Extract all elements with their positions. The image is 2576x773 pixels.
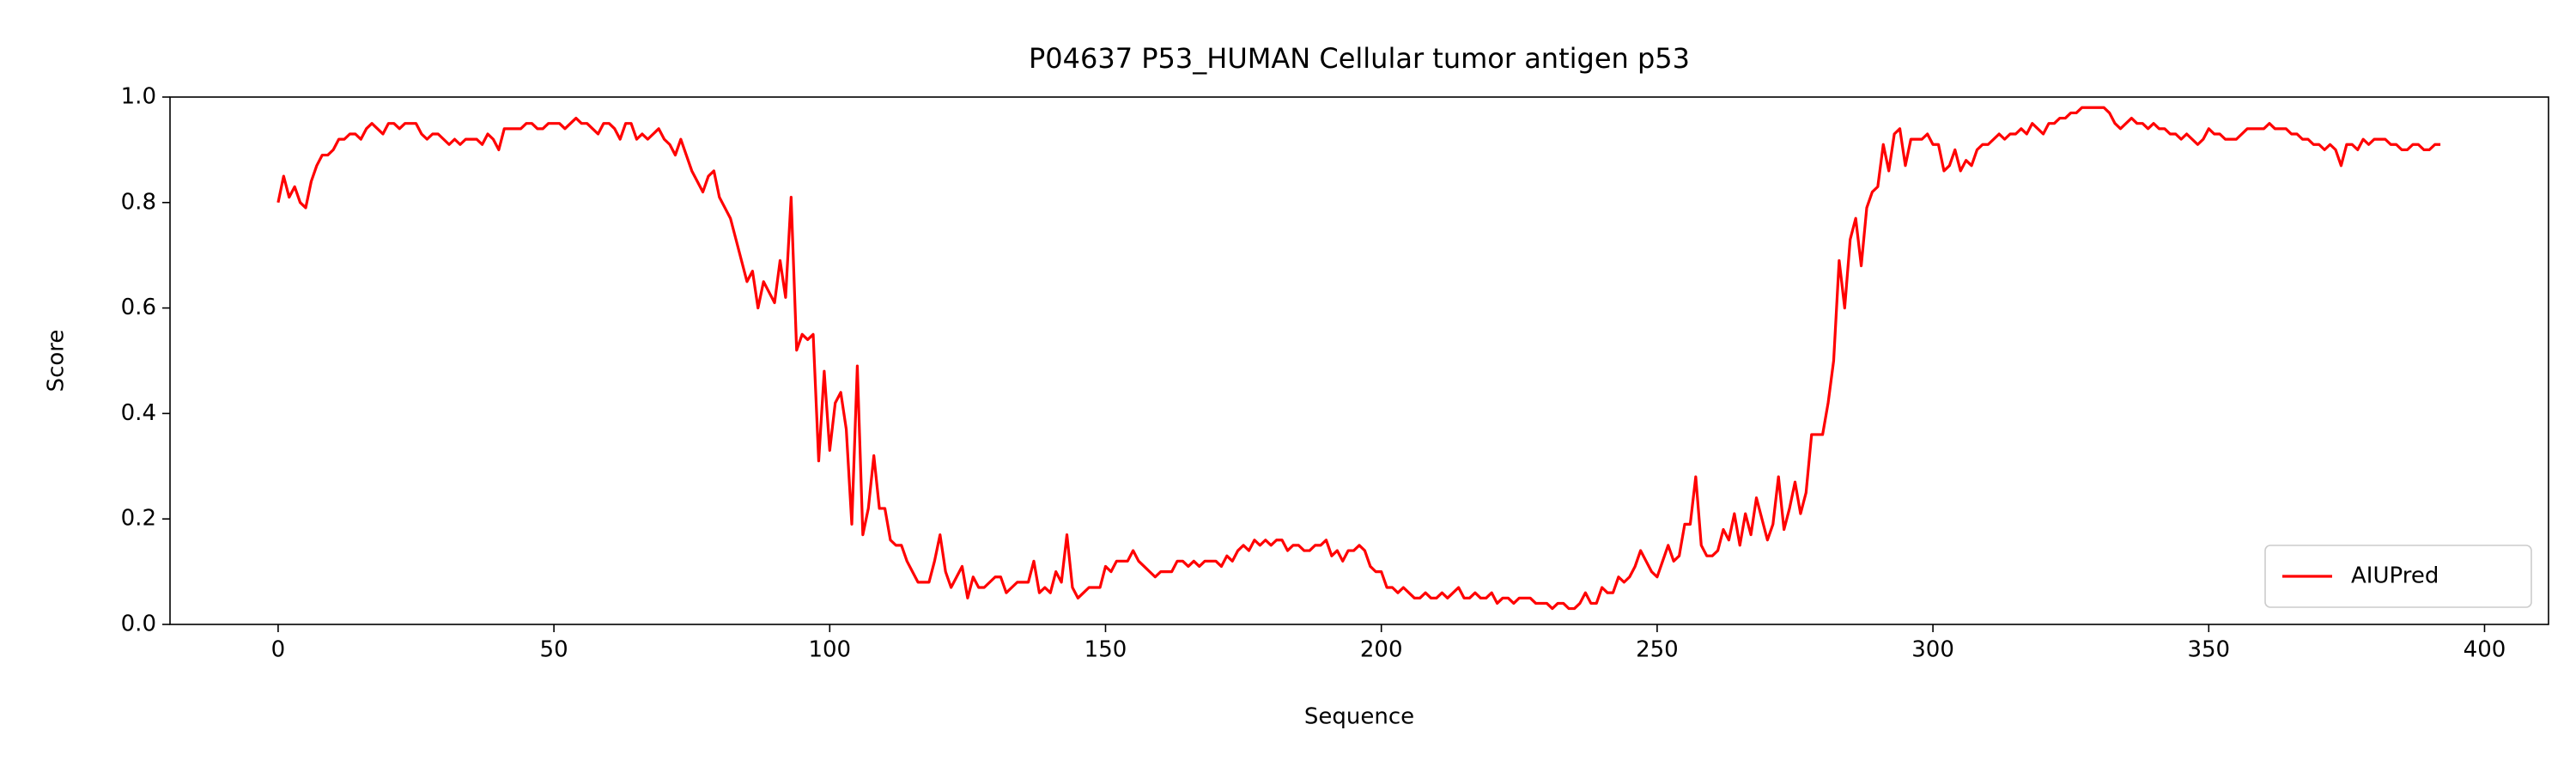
x-tick-label: 200 (1360, 637, 1403, 663)
legend-label: AIUPred (2351, 563, 2439, 589)
y-axis-label: Score (44, 330, 70, 393)
chart-title: P04637 P53_HUMAN Cellular tumor antigen … (1029, 42, 1690, 75)
y-tick-label: 0.0 (121, 612, 156, 637)
y-tick-label: 0.6 (121, 295, 156, 320)
y-tick-label: 0.8 (121, 189, 156, 215)
x-tick-label: 50 (540, 637, 568, 663)
x-tick-label: 300 (1911, 637, 1954, 663)
x-tick-label: 100 (808, 637, 851, 663)
x-tick-label: 250 (1636, 637, 1679, 663)
y-tick-label: 0.2 (121, 506, 156, 532)
y-tick-label: 1.0 (121, 84, 156, 110)
x-tick-label: 150 (1084, 637, 1127, 663)
x-axis-label: Sequence (1304, 704, 1414, 730)
x-tick-label: 0 (271, 637, 286, 663)
legend-box (2264, 545, 2532, 608)
y-tick-label: 0.4 (121, 400, 156, 426)
plot-frame (169, 96, 2549, 625)
x-tick-label: 400 (2464, 637, 2506, 663)
x-tick-label: 350 (2187, 637, 2230, 663)
data-line (276, 106, 2441, 611)
